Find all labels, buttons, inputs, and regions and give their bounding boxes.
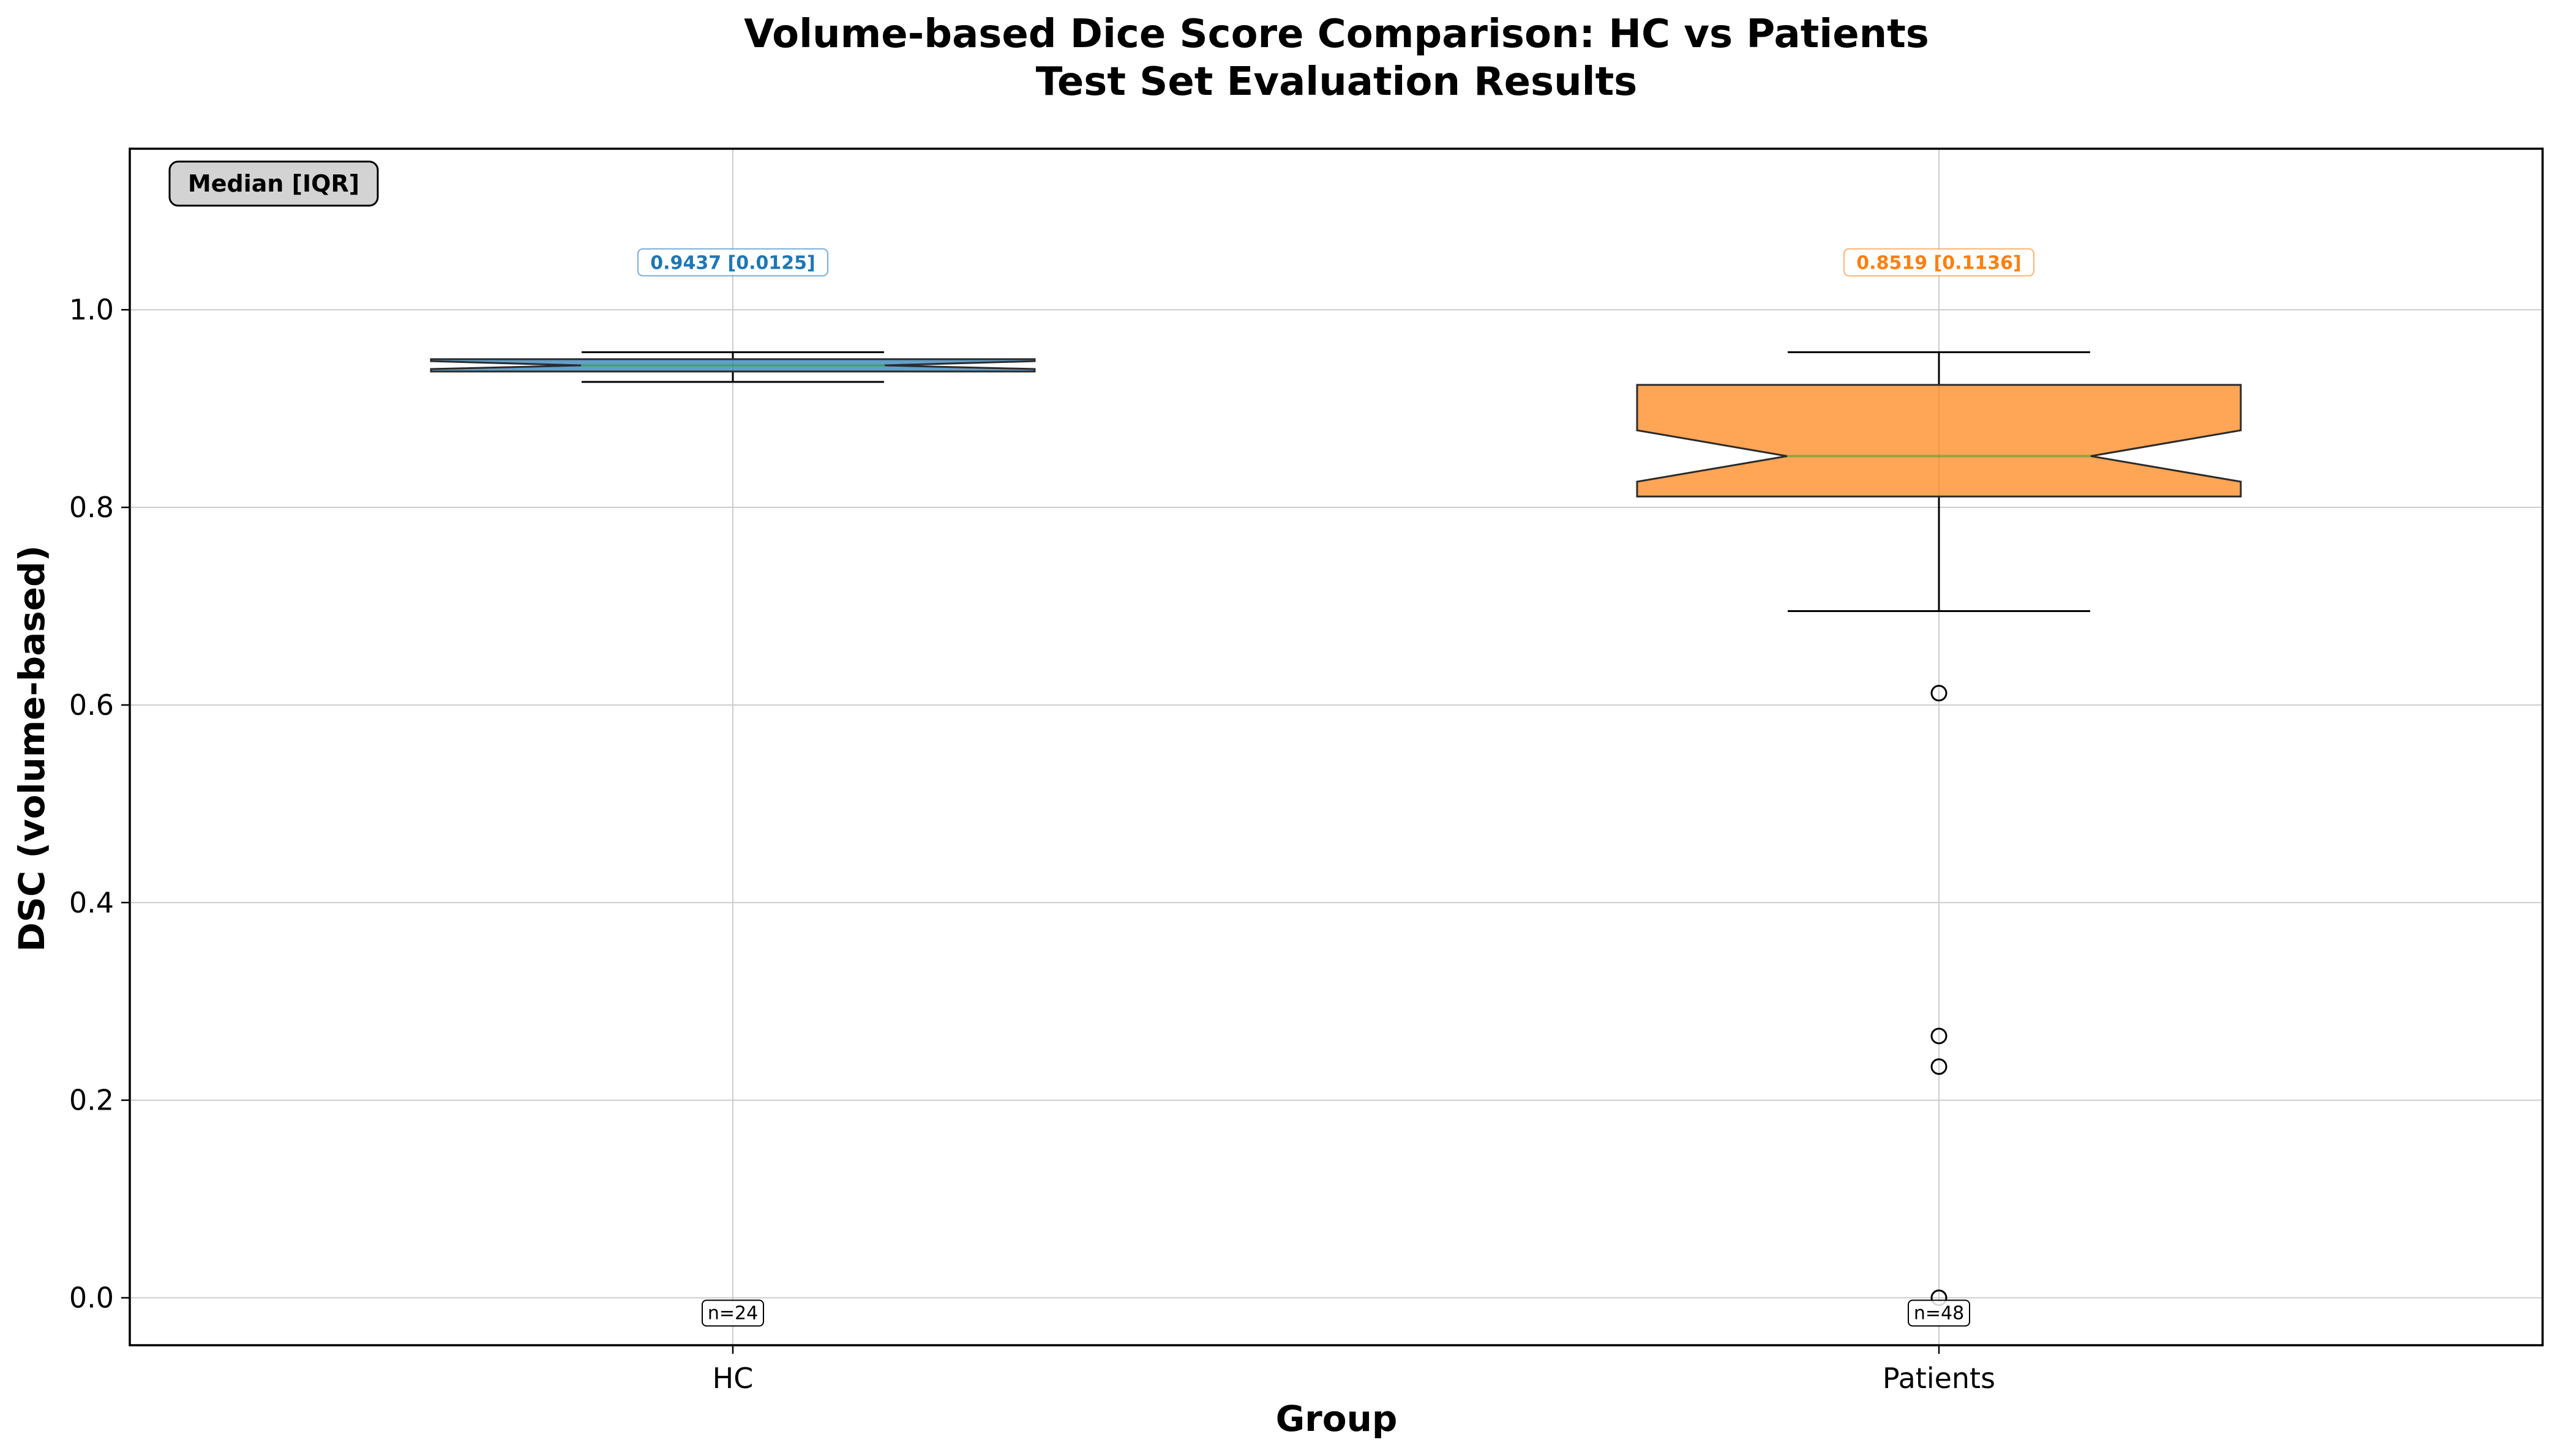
y-axis-label: DSC (volume-based): [11, 545, 53, 952]
plot-frame: [129, 147, 2544, 1346]
x-axis-label: Group: [1276, 1398, 1398, 1439]
legend-text: Median [IQR]: [188, 170, 359, 197]
n-label: n=24: [708, 1303, 758, 1324]
n-label-box: [702, 1299, 764, 1327]
y-tick-label: 0.4: [69, 886, 114, 919]
y-tick-label: 0.6: [69, 689, 114, 722]
legend-box: [168, 160, 379, 207]
n-label: n=48: [1914, 1303, 1964, 1324]
box-hc: 0.9437 [0.0125] n=24: [430, 248, 1036, 1327]
outlier-point: [1930, 1058, 1948, 1075]
outlier-point: [1930, 1028, 1948, 1045]
outlier-point: [1930, 685, 1948, 702]
y-tick-label: 0.2: [69, 1084, 114, 1117]
y-tick-label: 0.8: [69, 491, 114, 524]
y-tick-label: 0.0: [69, 1282, 114, 1315]
plot-area: 0.0 0.2 0.4 0.6 0.8 1.0 HC Patients 0.9437 [0.01…: [69, 147, 2544, 1395]
chart-title: Volume-based Dice Score Comparison: HC v…: [744, 12, 1929, 57]
n-label-box: [1908, 1299, 1970, 1327]
stat-label-box: [1843, 248, 2034, 277]
y-tick-label: 1.0: [69, 293, 114, 326]
stat-label-box: [637, 248, 828, 277]
stat-label: 0.8519 [0.1136]: [1856, 253, 2021, 274]
x-tick-label: Patients: [1883, 1362, 1995, 1395]
chart-subtitle: Test Set Evaluation Results: [1036, 59, 1638, 105]
box-body: [1636, 384, 2242, 498]
box-patients: 0.8519 [0.1136] n=48: [1636, 248, 2242, 1327]
x-tick-label: HC: [713, 1362, 754, 1395]
stat-label: 0.9437 [0.0125]: [650, 253, 815, 274]
